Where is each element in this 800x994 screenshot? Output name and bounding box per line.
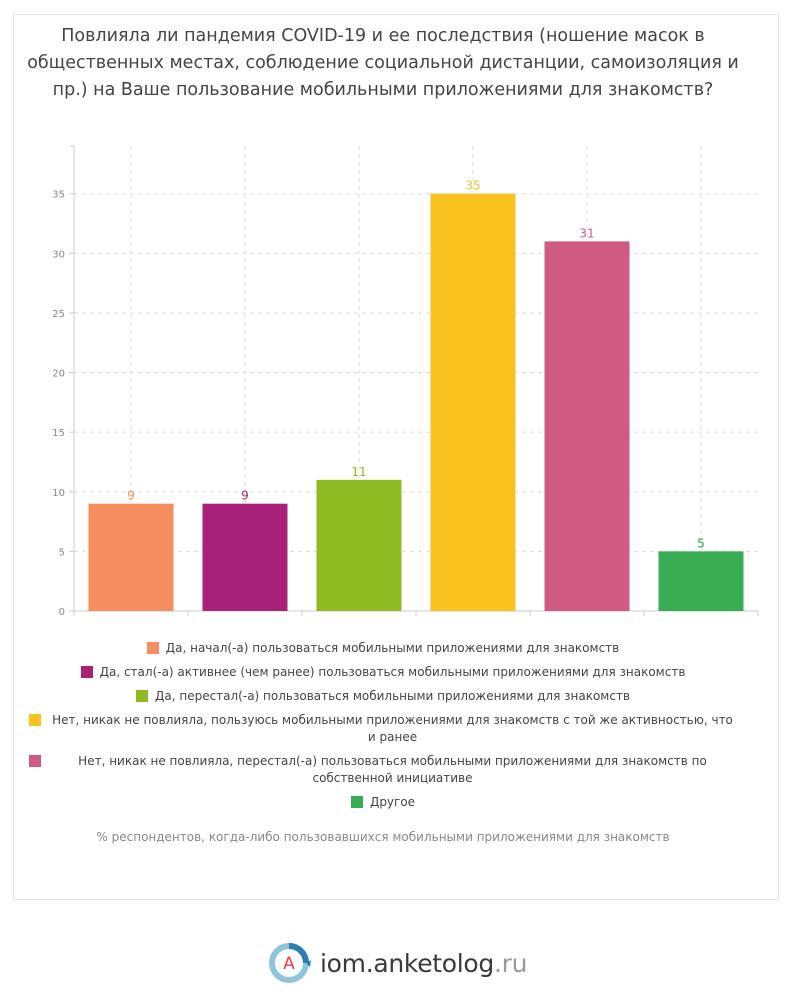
legend-swatch bbox=[80, 666, 93, 678]
legend-item: Да, перестал(-а) пользоваться мобильными… bbox=[20, 688, 746, 705]
bar bbox=[658, 551, 744, 611]
legend-swatch bbox=[350, 796, 363, 808]
legend-label: Нет, никак не повлияла, пользуюсь мобиль… bbox=[52, 713, 733, 744]
legend-label: Да, перестал(-а) пользоваться мобильными… bbox=[154, 689, 631, 703]
bar-value-label: 5 bbox=[697, 536, 705, 550]
y-tick-label: 35 bbox=[52, 190, 65, 201]
bar bbox=[316, 479, 402, 611]
legend-label: Другое bbox=[369, 795, 416, 809]
bar-chart: 0 5 10 15 20 25 30 35 9 9 11 35 31 5 bbox=[52, 145, 759, 618]
legend-item: Нет, никак не повлияла, перестал(-а) пол… bbox=[20, 753, 746, 787]
legend-label: Да, стал(-а) активнее (чем ранее) пользо… bbox=[99, 665, 686, 679]
legend-item: Нет, никак не повлияла, пользуюсь мобиль… bbox=[20, 712, 746, 746]
legend-item: Да, стал(-а) активнее (чем ранее) пользо… bbox=[20, 664, 746, 681]
bar-value-label: 9 bbox=[241, 489, 249, 503]
y-tick-label: 25 bbox=[52, 309, 65, 320]
chart-card bbox=[13, 14, 779, 900]
anketolog-logo-icon: A bbox=[269, 943, 311, 983]
legend-swatch bbox=[146, 642, 159, 654]
chart-title: Повлияла ли пандемия COVID-19 и ее после… bbox=[27, 26, 739, 100]
y-tick-label: 10 bbox=[52, 488, 65, 499]
chart-footnote: % респондентов, когда-либо пользовавшихс… bbox=[96, 830, 670, 844]
y-tick-label: 20 bbox=[52, 369, 65, 380]
bar bbox=[430, 193, 516, 611]
legend-swatch bbox=[28, 714, 41, 726]
chart-legend: Да, начал(-а) пользоваться мобильными пр… bbox=[20, 640, 746, 818]
y-tick-label: 0 bbox=[59, 607, 65, 618]
legend-item: Да, начал(-а) пользоваться мобильными пр… bbox=[20, 640, 746, 657]
bar bbox=[202, 503, 288, 611]
legend-label: Нет, никак не повлияла, перестал(-а) пол… bbox=[78, 754, 707, 785]
bar-value-label: 9 bbox=[127, 489, 135, 503]
y-tick-label: 5 bbox=[59, 547, 65, 558]
legend-swatch bbox=[135, 690, 148, 702]
bar bbox=[544, 241, 630, 611]
legend-label: Да, начал(-а) пользоваться мобильными пр… bbox=[165, 641, 620, 655]
brand-text: iom.anketolog.ru bbox=[320, 949, 527, 978]
y-tick-label: 30 bbox=[52, 249, 65, 260]
bar bbox=[88, 503, 174, 611]
brand-name: iom.anketolog bbox=[320, 948, 494, 978]
brand-tld: .ru bbox=[493, 948, 528, 978]
legend-swatch bbox=[28, 755, 41, 767]
bar-value-label: 35 bbox=[465, 179, 480, 193]
bar-value-label: 31 bbox=[579, 226, 594, 240]
y-tick-label: 15 bbox=[52, 428, 65, 439]
logo-letter: A bbox=[283, 954, 295, 974]
legend-item: Другое bbox=[20, 794, 746, 811]
bar-value-label: 11 bbox=[351, 465, 366, 479]
brand[interactable]: A iom.anketolog.ru bbox=[266, 940, 527, 986]
